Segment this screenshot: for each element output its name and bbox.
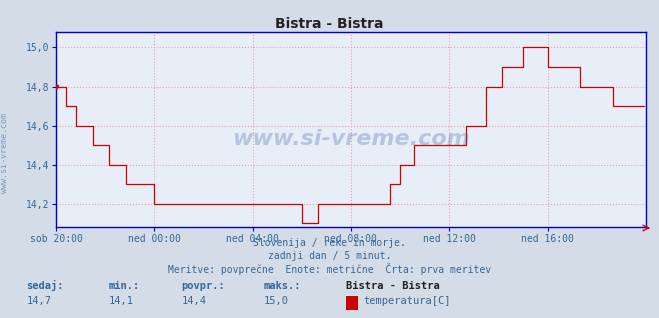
Text: www.si-vreme.com: www.si-vreme.com [0,113,9,193]
Text: maks.:: maks.: [264,281,301,291]
Text: min.:: min.: [109,281,140,291]
Text: temperatura[C]: temperatura[C] [364,296,451,306]
Text: 14,4: 14,4 [181,296,206,306]
Text: 14,1: 14,1 [109,296,134,306]
Text: Bistra - Bistra: Bistra - Bistra [346,281,440,291]
Text: Bistra - Bistra: Bistra - Bistra [275,17,384,31]
Text: www.si-vreme.com: www.si-vreme.com [232,129,470,149]
Text: povpr.:: povpr.: [181,281,225,291]
Text: 14,7: 14,7 [26,296,51,306]
Text: 15,0: 15,0 [264,296,289,306]
Text: Slovenija / reke in morje.: Slovenija / reke in morje. [253,238,406,248]
Text: zadnji dan / 5 minut.: zadnji dan / 5 minut. [268,251,391,261]
Text: sedaj:: sedaj: [26,280,64,291]
Text: Meritve: povprečne  Enote: metrične  Črta: prva meritev: Meritve: povprečne Enote: metrične Črta:… [168,263,491,275]
